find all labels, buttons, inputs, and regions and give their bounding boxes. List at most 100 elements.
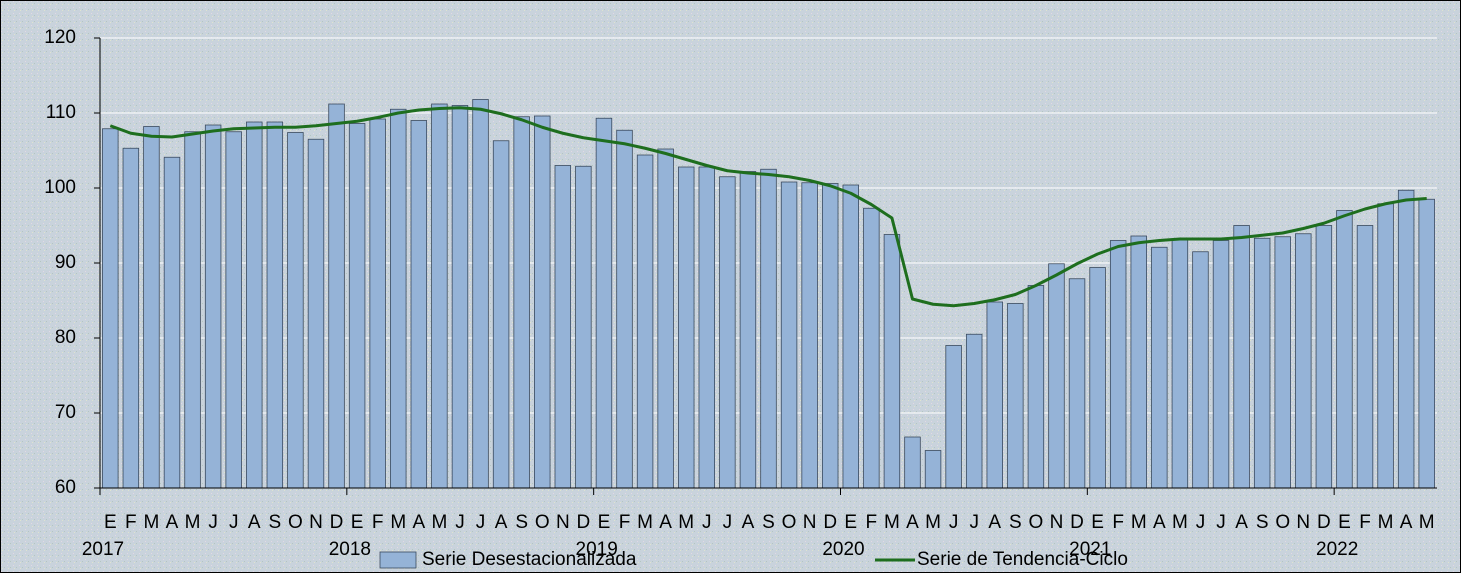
x-tick-label: O — [1029, 512, 1044, 533]
y-tick-label: 60 — [55, 477, 76, 498]
x-tick-label: O — [782, 512, 797, 533]
x-tick-label: F — [1359, 512, 1371, 533]
year-label: 2017 — [82, 539, 124, 560]
x-tick-label: A — [166, 512, 179, 533]
trend-line — [109, 106, 1427, 308]
x-tick-label: M — [1131, 512, 1147, 533]
bar — [863, 207, 880, 489]
x-tick-label: J — [949, 512, 959, 533]
bar — [1027, 285, 1045, 489]
bar — [904, 436, 921, 489]
x-tick-label: M — [925, 512, 941, 533]
x-tick-label: A — [659, 512, 672, 533]
x-tick-label: O — [288, 512, 303, 533]
bar — [739, 171, 757, 489]
bar — [492, 140, 510, 489]
bar — [1171, 238, 1189, 489]
bar — [163, 156, 181, 489]
year-label: 2018 — [329, 539, 371, 560]
year-label: 2019 — [576, 539, 618, 560]
year-label: 2022 — [1316, 539, 1358, 560]
bar — [390, 108, 407, 489]
x-tick-label: O — [535, 512, 550, 533]
x-tick-label: J — [476, 512, 486, 533]
bar — [143, 126, 160, 489]
x-tick-label: J — [1196, 512, 1206, 533]
legend-swatch — [379, 551, 417, 569]
bar — [1192, 251, 1209, 489]
x-tick-label: N — [309, 512, 323, 533]
bar — [883, 234, 901, 489]
x-tick-label: S — [1009, 512, 1022, 533]
y-tick-label: 70 — [55, 402, 76, 423]
bar — [1274, 236, 1291, 489]
bar — [204, 124, 222, 489]
bar — [431, 103, 448, 489]
x-tick-label: E — [351, 512, 364, 533]
y-tick-label: 120 — [44, 27, 76, 48]
bar — [1356, 225, 1374, 489]
bar — [472, 99, 489, 489]
x-tick-label: S — [762, 512, 775, 533]
bar — [1397, 189, 1415, 489]
bar — [534, 115, 551, 489]
x-tick-label: M — [637, 512, 653, 533]
x-tick-label: M — [678, 512, 694, 533]
x-tick-label: M — [144, 512, 160, 533]
y-tick-label: 80 — [55, 327, 76, 348]
bar — [348, 123, 366, 489]
x-tick-label: J — [455, 512, 465, 533]
x-tick-label: A — [412, 512, 425, 533]
x-tick-label: A — [1235, 512, 1248, 533]
bar — [328, 103, 345, 489]
x-tick-label: S — [515, 512, 528, 533]
x-tick-label: J — [1216, 512, 1226, 533]
x-tick-label: N — [1296, 512, 1310, 533]
bar — [266, 121, 284, 489]
bar — [575, 165, 592, 489]
x-tick-label: J — [208, 512, 218, 533]
bar — [307, 138, 325, 489]
x-tick-label: D — [823, 512, 837, 533]
y-tick-label: 90 — [55, 252, 76, 273]
bar — [410, 120, 428, 489]
bar — [184, 131, 201, 489]
x-tick-label: A — [1153, 512, 1166, 533]
bar — [1253, 237, 1271, 489]
bar — [1068, 278, 1086, 489]
bar — [225, 131, 242, 489]
bar — [369, 118, 386, 489]
bar — [1089, 267, 1106, 489]
x-tick-label: D — [330, 512, 344, 533]
bar — [986, 301, 1003, 489]
bar — [1048, 263, 1065, 489]
x-tick-label: A — [988, 512, 1001, 533]
x-tick-label: N — [803, 512, 817, 533]
bar — [102, 128, 119, 489]
bar — [1295, 233, 1312, 489]
x-tick-label: M — [431, 512, 447, 533]
bar — [1336, 210, 1353, 489]
bar — [1233, 225, 1250, 489]
bar — [246, 121, 263, 489]
x-tick-label: F — [619, 512, 631, 533]
bar — [1377, 203, 1394, 489]
x-tick-label: M — [884, 512, 900, 533]
bar — [1212, 240, 1230, 489]
x-tick-label: N — [556, 512, 570, 533]
x-tick-label: M — [1378, 512, 1394, 533]
year-label: 2020 — [822, 539, 864, 560]
x-tick-label: F — [1112, 512, 1124, 533]
bar — [678, 166, 695, 489]
x-tick-label: N — [1050, 512, 1064, 533]
bar — [842, 184, 859, 489]
bar — [1130, 235, 1147, 489]
x-tick-label: D — [1317, 512, 1331, 533]
legend-label: Serie de Tendencia-Ciclo — [917, 549, 1128, 570]
year-label: 2021 — [1069, 539, 1111, 560]
x-tick-label: S — [268, 512, 281, 533]
y-tick-label: 110 — [46, 102, 76, 123]
x-tick-label: E — [104, 512, 117, 533]
